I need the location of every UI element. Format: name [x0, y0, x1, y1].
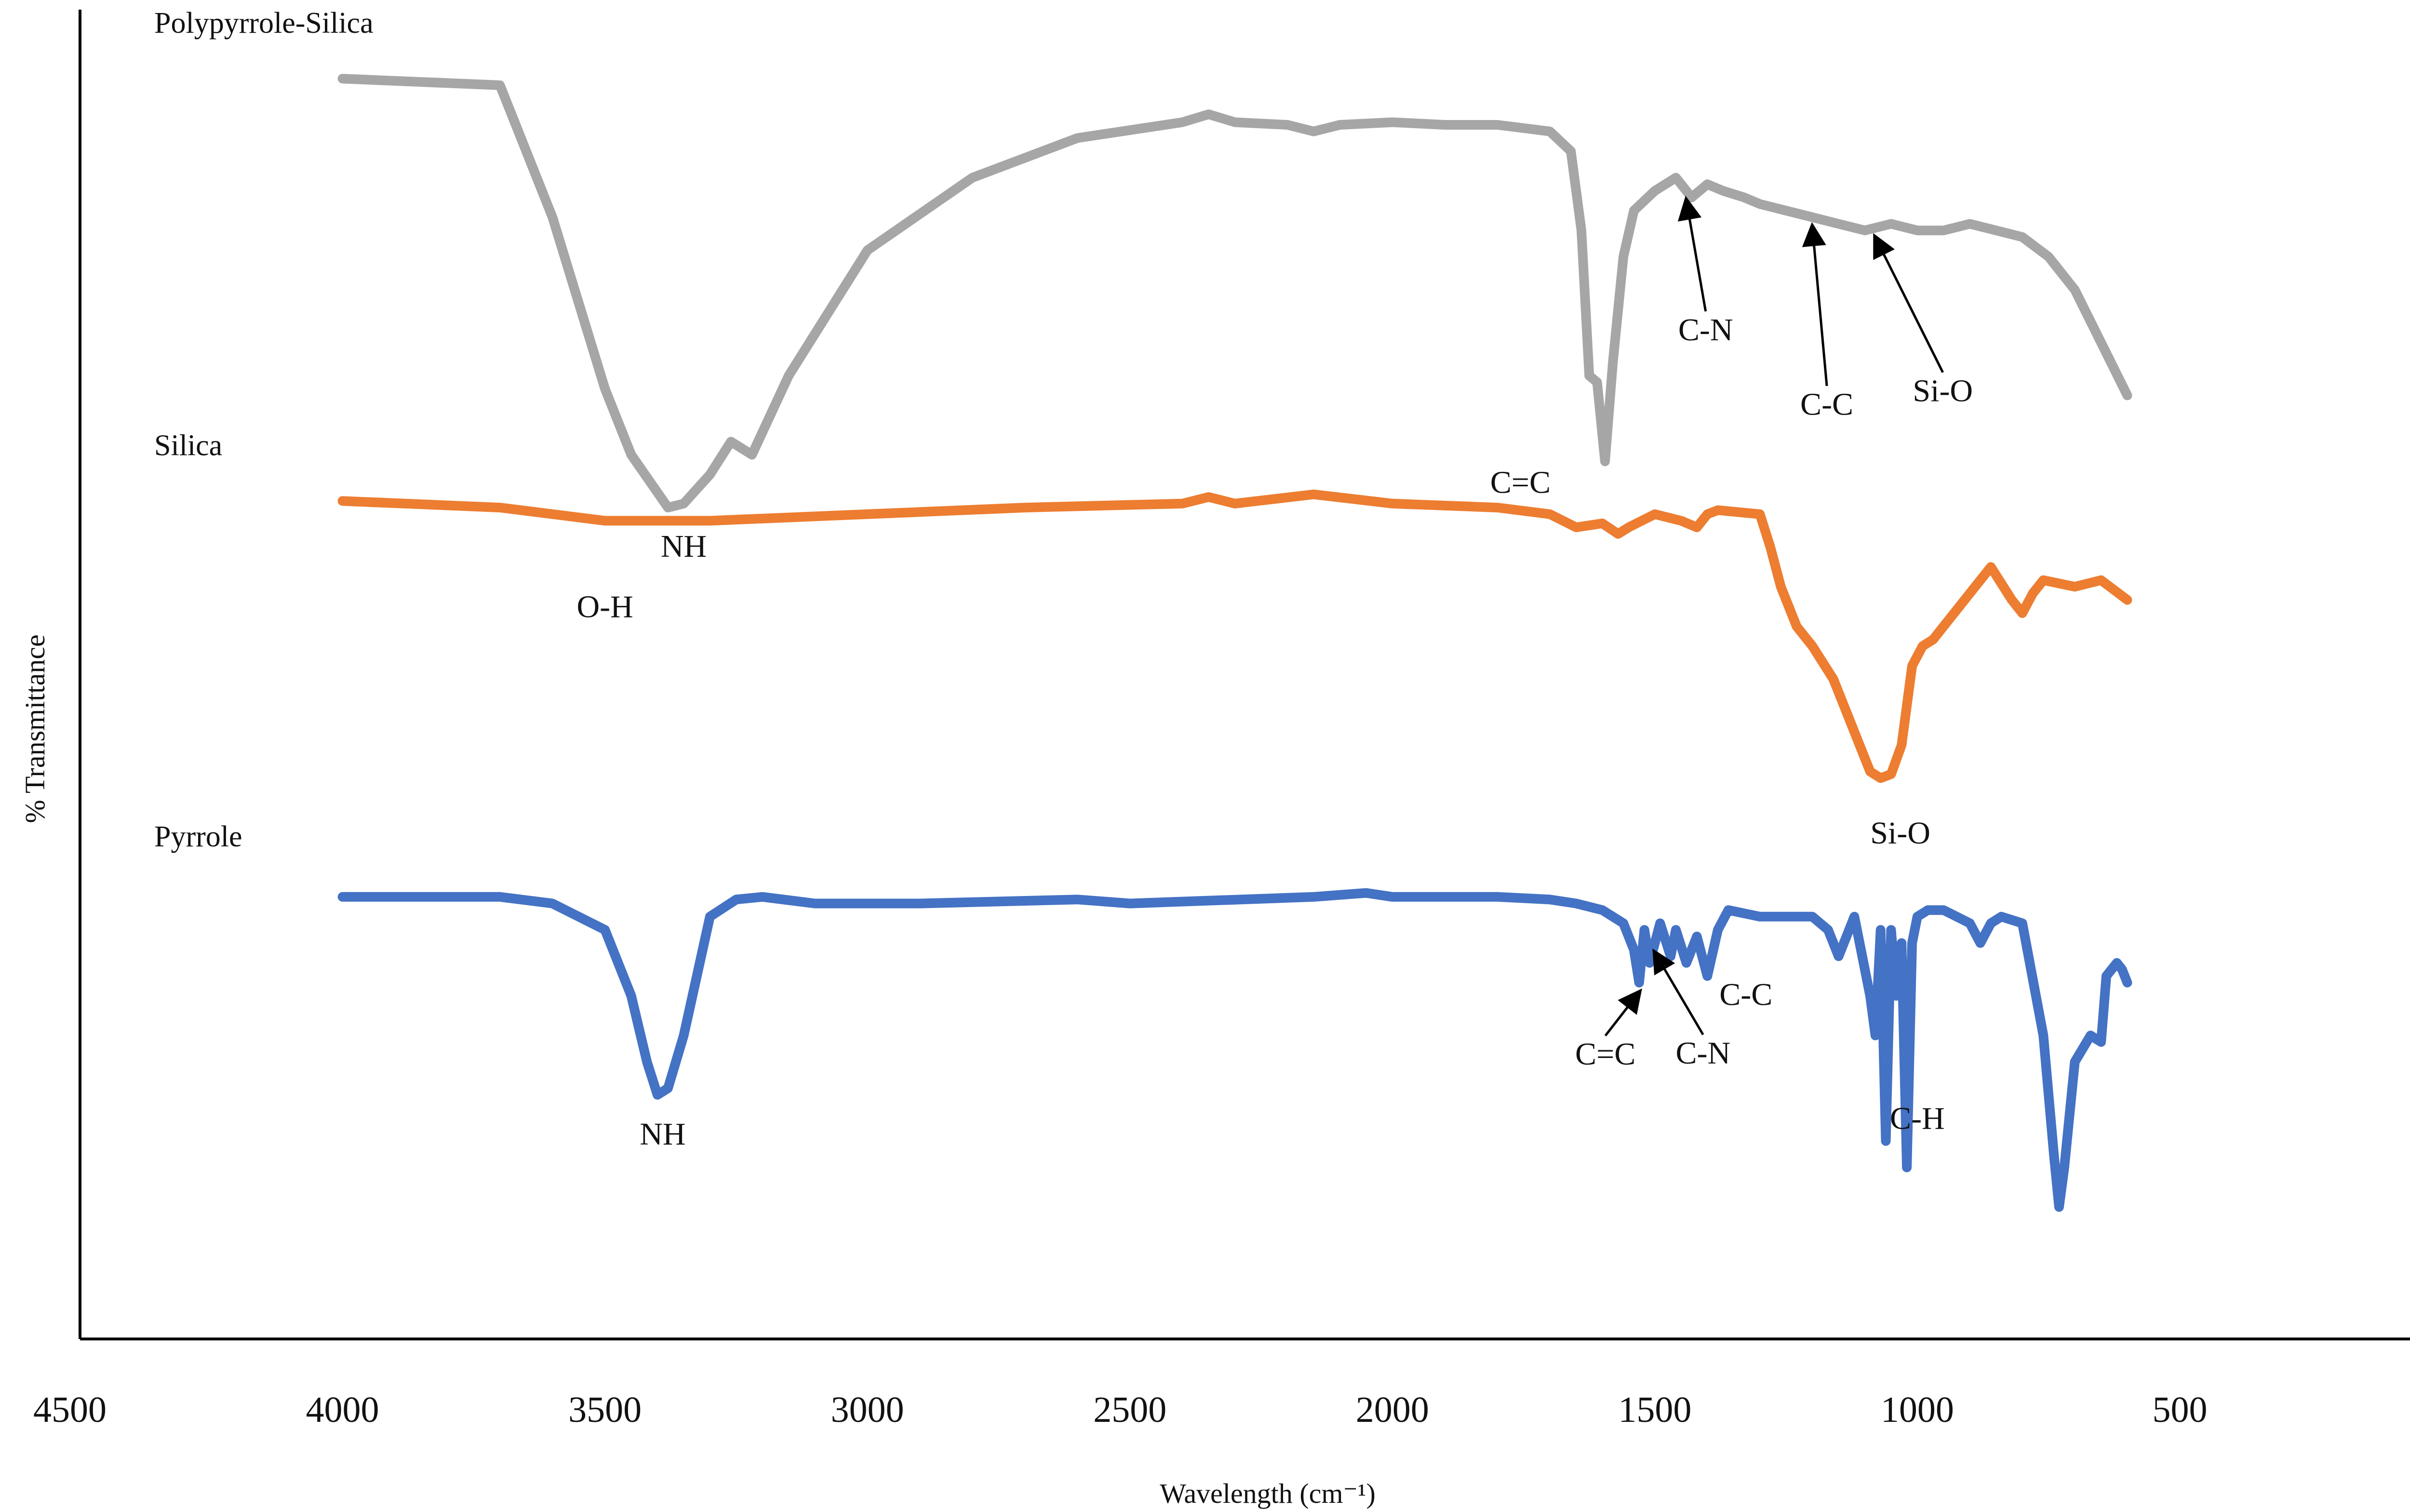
annotation-pyrrole-c-n: C-N — [1675, 1036, 1730, 1071]
x-tick-label-2000: 2000 — [1356, 1390, 1429, 1430]
series-line-silica — [337, 489, 2132, 783]
x-tick-label-2500: 2500 — [1093, 1390, 1166, 1430]
series-label-silica: Silica — [154, 429, 222, 462]
x-tick-label-4000: 4000 — [306, 1390, 379, 1430]
series-line-pyrrole — [337, 888, 2132, 1212]
x-tick-label-500: 500 — [2152, 1390, 2207, 1430]
x-tick-label-4500: 4500 — [33, 1390, 107, 1430]
annotation-arrow-polypyrrole-silica-c-c — [1802, 222, 1828, 386]
x-tick-label-3500: 3500 — [568, 1390, 642, 1430]
annotation-polypyrrole-silica-si-o: Si-O — [1913, 374, 1973, 409]
annotation-pyrrole-nh: NH — [640, 1117, 685, 1152]
annotation-arrow-pyrrole-c-c — [1604, 988, 1642, 1037]
x-tick-label-3000: 3000 — [831, 1390, 904, 1430]
x-tick-label-1000: 1000 — [1881, 1390, 1954, 1430]
annotation-labels: NH C=C C-N C-C Si-O O-H Si-O NH C=C C-N C-C C-H — [576, 312, 1973, 1152]
annotation-polypyrrole-silica-c-n: C-N — [1678, 312, 1733, 348]
x-tick-label-1500: 1500 — [1618, 1390, 1691, 1430]
x-axis-title: Wavelength (cm⁻¹) — [1160, 1478, 1376, 1509]
y-axis-title: % Transmittance — [19, 634, 51, 823]
annotation-arrow-polypyrrole-silica-c-n — [1677, 196, 1707, 312]
series-curves — [337, 74, 2132, 1212]
annotation-arrow-pyrrole-c-n — [1652, 948, 1704, 1035]
annotation-polypyrrole-silica-c-c: C-C — [1800, 387, 1853, 422]
series-label-polypyrrole-silica: Polypyrrole-Silica — [154, 7, 374, 40]
annotation-pyrrole-c-h: C-H — [1890, 1101, 1945, 1136]
annotation-pyrrole-c-c: C-C — [1719, 977, 1772, 1012]
annotation-pyrrole-c-c: C=C — [1575, 1037, 1635, 1072]
annotation-arrows — [1604, 196, 1944, 1037]
annotation-polypyrrole-silica-c-c: C=C — [1490, 465, 1551, 500]
annotation-silica-si-o: Si-O — [1870, 816, 1930, 851]
series-label-pyrrole: Pyrrole — [154, 820, 242, 853]
x-tick-labels: 450040003500300025002000150010005000 — [33, 1390, 2207, 1430]
annotation-arrow-polypyrrole-silica-si-o — [1873, 233, 1944, 373]
series-name-labels: Polypyrrole-Silica Silica Pyrrole — [154, 7, 374, 853]
annotation-silica-o-h: O-H — [576, 589, 633, 624]
annotation-polypyrrole-silica-nh: NH — [661, 529, 707, 564]
series-line-polypyrrole-silica — [337, 74, 2132, 513]
